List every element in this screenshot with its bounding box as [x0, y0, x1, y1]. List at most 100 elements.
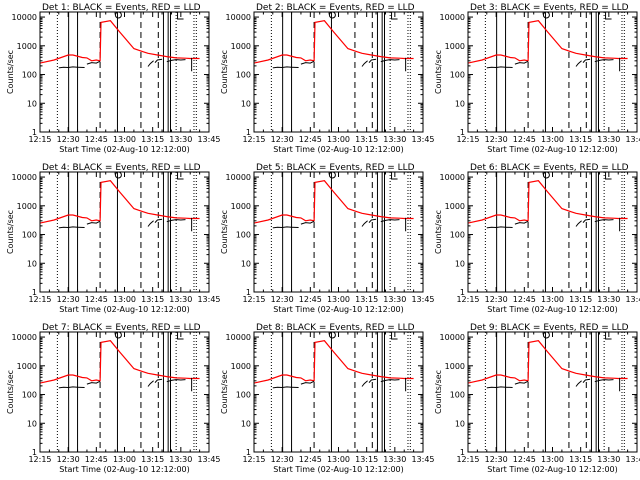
- events-series-line: [58, 226, 85, 229]
- lld-series-line: [468, 180, 628, 224]
- x-tick-label: 13:45: [411, 295, 434, 304]
- panel-title: Det 1: BLACK = Events, RED = LLD: [42, 3, 201, 13]
- events-series-line: [486, 226, 513, 229]
- x-tick-label: 13:45: [625, 135, 640, 144]
- panel-title: Det 2: BLACK = Events, RED = LLD: [256, 3, 415, 13]
- top-box-marker: [605, 172, 612, 180]
- x-tick-label: 13:30: [383, 455, 406, 464]
- x-tick-label: 12:15: [28, 295, 51, 304]
- y-axis-label: Counts/sec: [434, 210, 443, 254]
- x-tick-label: 12:30: [57, 135, 80, 144]
- x-axis-label: Start Time (02-Aug-10 12:12:00): [59, 305, 190, 314]
- y-axis-label: Counts/sec: [434, 370, 443, 414]
- x-axis-label: Start Time (02-Aug-10 12:12:00): [59, 145, 190, 154]
- top-box-marker: [605, 332, 612, 340]
- panel-title: Det 6: BLACK = Events, RED = LLD: [470, 163, 629, 173]
- lld-series-line: [254, 180, 414, 224]
- x-tick-label: 12:30: [271, 455, 294, 464]
- plot-area: [254, 172, 414, 292]
- x-tick-label: 12:15: [28, 455, 51, 464]
- x-tick-label: 13:30: [169, 135, 192, 144]
- y-tick-label: 1000: [445, 42, 465, 51]
- plot-area: [254, 12, 414, 132]
- y-tick-label: 1: [32, 448, 37, 457]
- y-axis-label: Counts/sec: [6, 370, 15, 414]
- y-tick-label: 1: [246, 448, 251, 457]
- x-tick-label: 13:15: [141, 135, 164, 144]
- plot-frame: [253, 11, 424, 133]
- top-box-marker: [177, 172, 184, 180]
- y-tick-label: 10: [455, 419, 465, 428]
- top-box-marker: [391, 332, 398, 340]
- x-tick-label: 13:00: [327, 455, 350, 464]
- y-tick-label: 100: [22, 71, 37, 80]
- x-tick-label: 13:15: [569, 295, 592, 304]
- x-tick-label: 13:00: [541, 455, 564, 464]
- x-tick-label: 12:30: [57, 455, 80, 464]
- x-tick-label: 13:15: [141, 295, 164, 304]
- y-axis-label: Counts/sec: [434, 50, 443, 94]
- y-tick-label: 1: [460, 448, 465, 457]
- events-series-line: [368, 218, 377, 223]
- y-tick-label: 1: [246, 128, 251, 137]
- y-tick-label: 1000: [231, 362, 251, 371]
- panel-title: Det 3: BLACK = Events, RED = LLD: [470, 3, 629, 13]
- events-series-line: [166, 219, 186, 223]
- x-tick-label: 12:30: [271, 295, 294, 304]
- events-series-line: [300, 220, 315, 225]
- x-tick-label: 13:30: [169, 455, 192, 464]
- plot-frame: [467, 11, 638, 133]
- y-tick-label: 10000: [440, 333, 465, 342]
- y-tick-label: 10000: [12, 13, 37, 22]
- y-tick-label: 10000: [12, 173, 37, 182]
- y-tick-label: 1: [460, 128, 465, 137]
- x-tick-label: 12:45: [299, 135, 322, 144]
- y-tick-label: 1: [32, 128, 37, 137]
- plot-area: [254, 332, 414, 452]
- x-tick-label: 13:30: [383, 135, 406, 144]
- panel-det-3: Det 3: BLACK = Events, RED = LLD 12:15 12:…: [434, 3, 640, 154]
- x-tick-label: 12:30: [57, 295, 80, 304]
- panel-title: Det 4: BLACK = Events, RED = LLD: [42, 163, 201, 173]
- x-tick-label: 13:30: [383, 295, 406, 304]
- plot-frame: [39, 331, 210, 453]
- events-series-line: [594, 379, 614, 383]
- events-series-line: [575, 60, 582, 67]
- y-tick-label: 10: [455, 259, 465, 268]
- events-series-line: [86, 220, 101, 225]
- top-box-marker: [391, 12, 398, 20]
- x-tick-label: 12:45: [299, 455, 322, 464]
- y-tick-label: 10000: [12, 333, 37, 342]
- y-tick-label: 10000: [440, 13, 465, 22]
- y-tick-label: 1000: [231, 202, 251, 211]
- y-tick-label: 1: [246, 288, 251, 297]
- lld-series-line: [40, 340, 200, 384]
- y-tick-label: 100: [236, 71, 251, 80]
- y-tick-label: 10: [455, 99, 465, 108]
- x-tick-label: 13:45: [411, 135, 434, 144]
- events-series-line: [594, 59, 614, 63]
- events-series-line: [300, 60, 315, 65]
- x-tick-label: 12:15: [456, 455, 479, 464]
- y-tick-label: 10000: [440, 173, 465, 182]
- plot-frame: [467, 171, 638, 293]
- y-axis-label: Counts/sec: [6, 50, 15, 94]
- panel-title: Det 9: BLACK = Events, RED = LLD: [470, 323, 629, 333]
- x-tick-label: 12:30: [271, 135, 294, 144]
- events-series-line: [154, 378, 163, 383]
- x-axis-label: Start Time (02-Aug-10 12:12:00): [487, 305, 618, 314]
- events-series-line: [154, 58, 163, 63]
- x-tick-label: 13:30: [597, 135, 620, 144]
- y-tick-label: 10000: [226, 173, 251, 182]
- y-tick-label: 1: [32, 288, 37, 297]
- plot-frame: [39, 171, 210, 293]
- events-series-line: [58, 386, 85, 389]
- x-tick-label: 12:45: [513, 455, 536, 464]
- x-tick-label: 13:30: [597, 295, 620, 304]
- y-tick-label: 10: [27, 99, 37, 108]
- x-tick-label: 12:45: [85, 455, 108, 464]
- top-box-marker: [605, 12, 612, 20]
- x-tick-label: 12:15: [28, 135, 51, 144]
- events-series-line: [147, 220, 154, 227]
- plot-area: [468, 172, 628, 292]
